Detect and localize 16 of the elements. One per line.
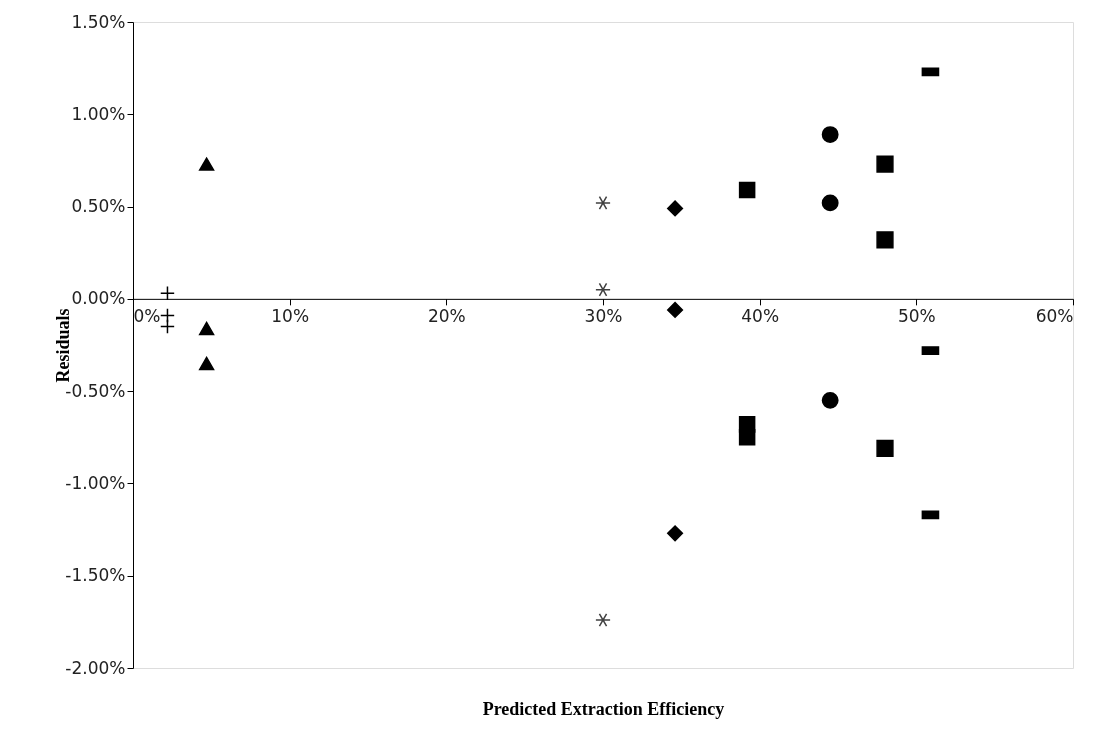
y-tick-label: -1.50%: [65, 565, 126, 586]
x-axis-title: Predicted Extraction Efficiency: [482, 698, 725, 719]
x-tick-label: 0%: [133, 306, 161, 327]
x-tick-label: 30%: [584, 306, 623, 327]
y-tick-label: 0.00%: [71, 288, 126, 309]
y-tick-label: 1.00%: [71, 103, 126, 124]
x-tick-label: 10%: [271, 306, 310, 327]
y-tick-label: -2.00%: [65, 657, 126, 678]
y-axis-title: Residuals: [53, 308, 74, 383]
y-tick-label: -1.00%: [65, 472, 126, 493]
x-tick-label: 40%: [741, 306, 780, 327]
x-tick-label: 50%: [897, 306, 936, 327]
x-tick-label: 20%: [427, 306, 466, 327]
y-tick-label: 0.50%: [71, 196, 126, 217]
y-tick-label: 1.50%: [71, 11, 126, 32]
x-tick-label: 60%: [1035, 306, 1074, 327]
